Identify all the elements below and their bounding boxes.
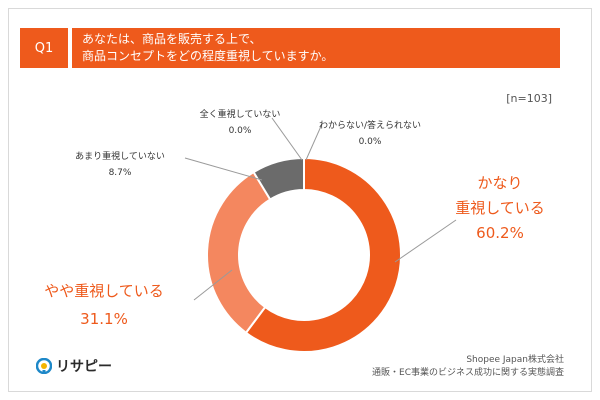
risapy-logo: リサピー	[36, 356, 112, 376]
slice-0	[244, 156, 402, 353]
slice-value-0: 60.2%	[476, 224, 524, 242]
slice-label-4-line-0: わからない/答えられない	[319, 119, 421, 131]
slice-1	[206, 170, 272, 335]
slice-value-2: 8.7%	[109, 168, 132, 178]
logo-text: リサピー	[56, 359, 112, 375]
question-line-2: 商品コンセプトをどの程度重視していますか。	[82, 49, 334, 63]
slice-label-0-line-0: かなり	[477, 174, 522, 192]
slice-value-4: 0.0%	[359, 137, 382, 147]
source-note: Shopee Japan株式会社 通販・EC事業のビジネス成功に関する実態調査	[372, 354, 564, 380]
question-badge: Q1	[20, 28, 68, 68]
logo-mark-icon	[36, 358, 52, 374]
question-line-1: あなたは、商品を販売する上で、	[82, 32, 262, 46]
slice-label-1-line-0: やや重視している	[44, 282, 164, 300]
slice-label-0-line-1: 重視している	[455, 199, 545, 217]
leader-line-2	[184, 157, 263, 181]
source-line-1: Shopee Japan株式会社	[466, 355, 564, 365]
leader-line-1	[193, 269, 233, 301]
question-text: あなたは、商品を販売する上で、 商品コンセプトをどの程度重視していますか。	[72, 28, 560, 68]
slice-value-1: 31.1%	[80, 310, 128, 328]
slice-label-2-line-0: あまり重視していない	[75, 150, 165, 162]
leader-line-3	[271, 117, 303, 161]
leader-line-0	[394, 219, 457, 263]
source-line-2: 通販・EC事業のビジネス成功に関する実態調査	[372, 368, 564, 378]
sample-size: [n=103]	[506, 92, 552, 105]
slice-label-3-line-0: 全く重視していない	[200, 108, 281, 120]
slice-value-3: 0.0%	[229, 126, 252, 136]
leader-line-4	[305, 123, 323, 161]
slice-2	[252, 156, 305, 201]
